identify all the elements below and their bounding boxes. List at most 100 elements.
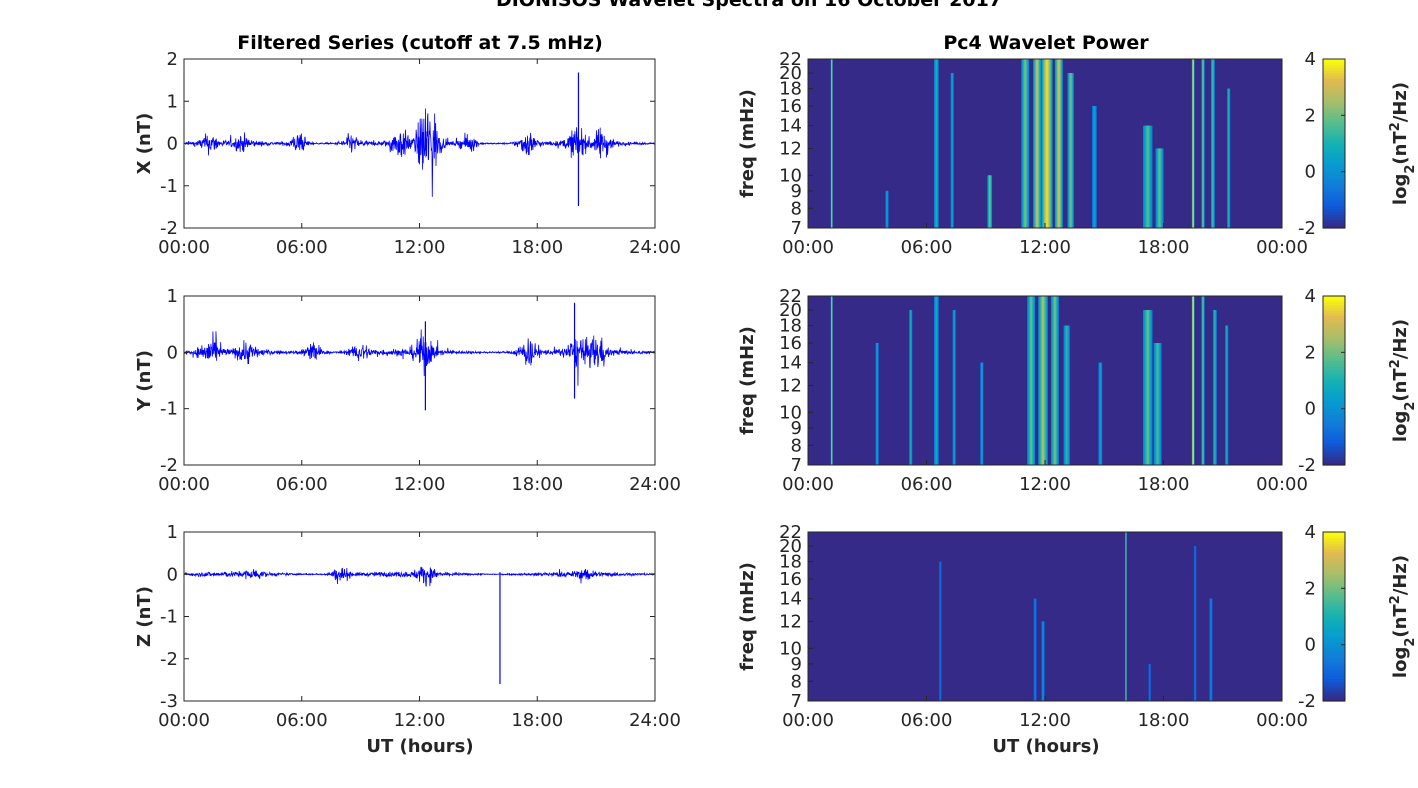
x-tick-label: 00:00 bbox=[1256, 237, 1308, 258]
colorbar-segment bbox=[1323, 653, 1345, 657]
x-tick-label: 12:00 bbox=[1019, 237, 1071, 258]
colorbar-segment bbox=[1323, 199, 1345, 204]
wavelet-band bbox=[910, 310, 912, 465]
colorbar-tick-label: 2 bbox=[1305, 342, 1316, 363]
colorbar-tick-label: 2 bbox=[1305, 105, 1316, 126]
colorbar-segment bbox=[1323, 194, 1345, 198]
y-tick-label: -1 bbox=[160, 607, 178, 628]
colorbar-segment bbox=[1323, 363, 1345, 368]
wavelet-band bbox=[1125, 532, 1127, 701]
colorbar-segment bbox=[1323, 436, 1345, 441]
colorbar-segment bbox=[1323, 397, 1345, 401]
colorbar-segment bbox=[1323, 650, 1345, 654]
y-tick-label: 8 bbox=[791, 198, 802, 219]
colorbar-segment bbox=[1323, 403, 1345, 407]
colorbar-segment bbox=[1323, 428, 1345, 432]
wavelet-band bbox=[939, 561, 941, 701]
colorbar-segment bbox=[1323, 450, 1345, 455]
colorbar-segment bbox=[1323, 588, 1345, 592]
colorbar-segment bbox=[1323, 658, 1345, 663]
colorbar-segment bbox=[1323, 548, 1345, 553]
colorbar-segment bbox=[1323, 78, 1345, 83]
y-tick-label: 7 bbox=[791, 218, 802, 239]
x-tick-label: 06:00 bbox=[276, 710, 328, 731]
colorbar-tick-label: 0 bbox=[1305, 399, 1316, 420]
colorbar-segment bbox=[1323, 647, 1345, 651]
colorbar-segment bbox=[1323, 459, 1345, 463]
wavelet-band bbox=[1041, 296, 1045, 465]
colorbar-segment bbox=[1323, 168, 1345, 173]
left-column-title: Filtered Series (cutoff at 7.5 mHz) bbox=[237, 32, 603, 54]
colorbar-segment bbox=[1323, 534, 1345, 539]
colorbar-segment bbox=[1323, 414, 1345, 418]
colorbar-segment bbox=[1323, 386, 1345, 390]
colorbar-segment bbox=[1323, 357, 1345, 362]
colorbar-segment bbox=[1323, 624, 1345, 629]
colorbar-segment bbox=[1323, 115, 1345, 119]
colorbar-segment bbox=[1323, 64, 1345, 69]
colorbar-segment bbox=[1323, 174, 1345, 178]
left-x-axis-label: UT (hours) bbox=[366, 736, 473, 757]
colorbar-segment bbox=[1323, 574, 1345, 578]
y-tick-label: 12 bbox=[779, 138, 802, 159]
colorbar-segment bbox=[1323, 439, 1345, 444]
y-tick-label: 20 bbox=[779, 63, 802, 84]
x-tick-label: 12:00 bbox=[1019, 474, 1071, 495]
y-tick-label: -3 bbox=[160, 691, 178, 712]
colorbar-segment bbox=[1323, 166, 1345, 170]
colorbar-segment bbox=[1323, 633, 1345, 637]
colorbar-segment bbox=[1323, 177, 1345, 181]
x-tick-label: 00:00 bbox=[158, 237, 210, 258]
wavelet-band bbox=[989, 175, 991, 228]
colorbar-segment bbox=[1323, 560, 1345, 564]
x-tick-label: 06:00 bbox=[901, 237, 953, 258]
colorbar-segment bbox=[1323, 129, 1345, 133]
y-tick-label: 16 bbox=[779, 569, 802, 590]
colorbar-frame bbox=[1322, 58, 1346, 229]
wavelet-band bbox=[1192, 296, 1194, 465]
colorbar-segment bbox=[1323, 180, 1345, 184]
colorbar-segment bbox=[1323, 605, 1345, 609]
y-tick-label: 7 bbox=[791, 691, 802, 712]
x-tick-label: 18:00 bbox=[511, 710, 563, 731]
colorbar-segment bbox=[1323, 213, 1345, 218]
right-x-axis-label: UT (hours) bbox=[992, 736, 1099, 757]
wavelet-band bbox=[1057, 59, 1060, 228]
colorbar-tick-label: 2 bbox=[1305, 578, 1316, 599]
colorbar-segment bbox=[1323, 453, 1345, 458]
x-tick-label: 12:00 bbox=[394, 474, 446, 495]
colorbar-segment bbox=[1323, 98, 1345, 102]
colorbar-segment bbox=[1323, 59, 1345, 63]
x-tick-label: 24:00 bbox=[629, 237, 681, 258]
colorbar-segment bbox=[1323, 298, 1345, 303]
wavelet-band bbox=[1146, 310, 1149, 465]
colorbar-segment bbox=[1323, 675, 1345, 680]
colorbar-segment bbox=[1323, 622, 1345, 626]
colorbar-segment bbox=[1323, 684, 1345, 688]
colorbar-segment bbox=[1323, 670, 1345, 674]
x-tick-label: 00:00 bbox=[1256, 474, 1308, 495]
colorbar-segment bbox=[1323, 84, 1345, 88]
wavelet-band bbox=[1202, 59, 1204, 228]
colorbar-segment bbox=[1323, 400, 1345, 404]
colorbar-segment bbox=[1323, 315, 1345, 320]
colorbar-segment bbox=[1323, 579, 1345, 584]
colorbar-segment bbox=[1323, 422, 1345, 427]
y-tick-label: 22 bbox=[779, 49, 802, 70]
series-panel-z: 1 0 -1 -2 -300:00 06:00 12:00 18:00 24:00 Z (nT) bbox=[134, 522, 681, 731]
y-tick-label: 22 bbox=[779, 522, 802, 543]
colorbar-segment bbox=[1323, 377, 1345, 382]
colorbar-segment bbox=[1323, 132, 1345, 136]
y-tick-label: -2 bbox=[160, 649, 178, 670]
colorbar-segment bbox=[1323, 664, 1345, 668]
wavelet-band bbox=[1099, 362, 1101, 465]
y-tick-label: 18 bbox=[779, 316, 802, 337]
y-tick-label: 8 bbox=[791, 671, 802, 692]
y-tick-label: -1 bbox=[160, 176, 178, 197]
colorbar-segment bbox=[1323, 349, 1345, 353]
wavelet-band bbox=[1036, 59, 1039, 228]
y-tick-label: 0 bbox=[167, 342, 178, 363]
x-tick-label: 00:00 bbox=[782, 474, 834, 495]
wavelet-background bbox=[808, 532, 1282, 701]
colorbar-segment bbox=[1323, 686, 1345, 691]
